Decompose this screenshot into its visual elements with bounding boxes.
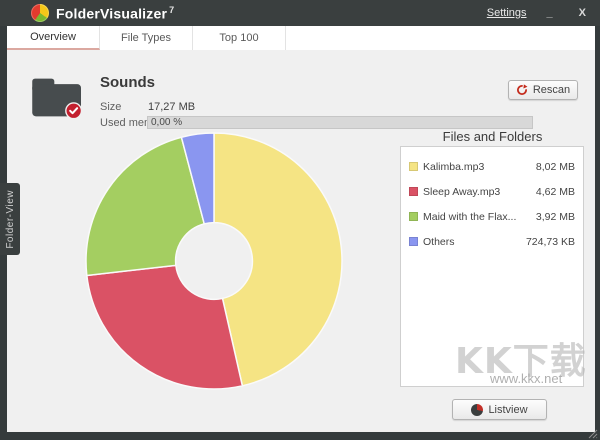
file-name: Others: [423, 235, 455, 248]
files-list: Kalimba.mp3 8,02 MB Sleep Away.mp3 4,62 MB M…: [400, 146, 584, 387]
donut-slice-0[interactable]: [213, 132, 343, 387]
tab-file-types[interactable]: File Types: [100, 26, 193, 50]
donut-slice-3[interactable]: [180, 132, 215, 225]
donut-chart: [85, 132, 343, 390]
tab-top-100[interactable]: Top 100: [193, 26, 286, 50]
file-name: Kalimba.mp3: [423, 160, 485, 173]
used-memory-value: 0,00 %: [151, 117, 183, 128]
list-item[interactable]: Kalimba.mp3 8,02 MB: [409, 154, 575, 179]
file-size: 3,92 MB: [535, 210, 575, 223]
used-memory-progressbar: 0,00 %: [147, 116, 533, 129]
settings-link[interactable]: Settings: [486, 7, 527, 19]
resize-grip[interactable]: [588, 429, 598, 439]
legend-swatch: [409, 212, 418, 221]
files-panel-title: Files and Folders: [442, 129, 543, 144]
minimize-button[interactable]: _: [546, 7, 553, 19]
app-title: FolderVisualizer 7: [56, 5, 174, 22]
list-item[interactable]: Sleep Away.mp3 4,62 MB: [409, 179, 575, 204]
app-logo-icon: [31, 4, 49, 22]
titlebar: FolderVisualizer 7 Settings _ X: [0, 0, 600, 26]
list-item[interactable]: Others 724,73 KB: [409, 229, 575, 254]
donut-slice-2[interactable]: [85, 136, 205, 277]
file-size: 724,73 KB: [525, 235, 575, 248]
app-title-text: FolderVisualizer: [56, 5, 168, 22]
tab-overview[interactable]: Overview: [7, 26, 100, 50]
list-item[interactable]: Maid with the Flax... 3,92 MB: [409, 204, 575, 229]
size-label: Size: [100, 101, 122, 113]
rescan-label: Rescan: [532, 84, 571, 96]
page-title: Sounds: [100, 74, 155, 91]
sidebar-tab-folder-view[interactable]: Folder-View: [0, 183, 20, 255]
legend-swatch: [409, 237, 418, 246]
folder-view-label: Folder-View: [4, 189, 16, 249]
tab-bar: Overview File Types Top 100: [7, 26, 595, 50]
legend-swatch: [409, 187, 418, 196]
rescan-refresh-icon: [516, 84, 528, 95]
pie-chart-icon: [471, 403, 484, 416]
file-size: 8,02 MB: [535, 160, 575, 173]
legend-swatch: [409, 162, 418, 171]
donut-slice-1[interactable]: [86, 264, 244, 390]
size-value: 17,27 MB: [148, 101, 196, 113]
app-version: 7: [169, 4, 175, 15]
close-button[interactable]: X: [578, 7, 586, 19]
rescan-button[interactable]: Rescan: [508, 80, 578, 100]
listview-label: Listview: [488, 403, 528, 416]
folder-icon: [32, 78, 83, 120]
listview-button[interactable]: Listview: [452, 399, 547, 420]
file-name: Sleep Away.mp3: [423, 185, 501, 198]
file-name: Maid with the Flax...: [423, 210, 517, 223]
file-size: 4,62 MB: [535, 185, 575, 198]
main-content: Sounds Size 17,27 MB Used memory 0,00 % …: [7, 50, 595, 432]
titlebar-controls: Settings _ X: [487, 6, 592, 20]
